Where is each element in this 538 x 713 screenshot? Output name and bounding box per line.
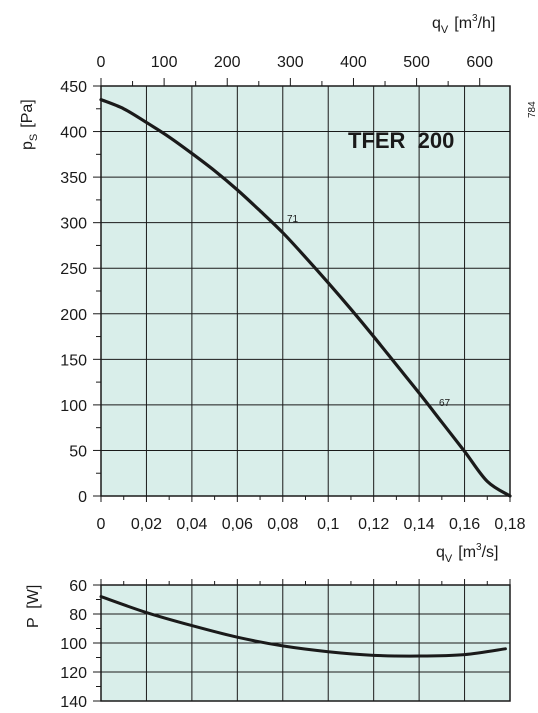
x-tick-label: 0,1 <box>317 516 339 533</box>
y-tick-label: 250 <box>60 261 87 278</box>
top-x-axis-label-sub: V <box>441 24 449 36</box>
x-tick-label: 0,14 <box>404 516 435 533</box>
x-tick-label: 0,04 <box>176 516 207 533</box>
power-y-tick-label: 140 <box>60 694 87 711</box>
power-curve-line <box>99 595 507 658</box>
y-tick-label: 0 <box>78 489 87 506</box>
bottom-x-axis-label: qV [m3/s] <box>436 542 498 565</box>
y-tick-label: 400 <box>60 125 87 142</box>
y-axis-label: pS [Pa] <box>19 99 40 150</box>
power-y-tick-label: 100 <box>60 636 87 653</box>
x-tick-label: 0,02 <box>131 516 162 533</box>
power-y-axis-label: P [W] <box>25 585 42 628</box>
x-tick-label: 0,08 <box>267 516 298 533</box>
power-y-tick-label: 120 <box>60 665 87 682</box>
power-curve <box>99 595 507 658</box>
y-tick-label: 350 <box>60 170 87 187</box>
y-tick-label: 100 <box>60 398 87 415</box>
top-tick-label: 600 <box>466 54 493 71</box>
annotation-67: 67 <box>439 398 451 409</box>
y-tick-label: 450 <box>60 79 87 96</box>
x-tick-label: 0,18 <box>494 516 525 533</box>
top-tick-label: 500 <box>403 54 430 71</box>
pressure-curve <box>99 98 512 498</box>
x-tick-label: 0,16 <box>449 516 480 533</box>
top-x-axis-label-unit-post: /h] <box>478 15 496 32</box>
y-axis-label-sub: S <box>28 134 40 141</box>
y-axis-label-unit: [Pa] <box>19 99 36 127</box>
y-axis-label-base: p <box>19 141 36 150</box>
top-x-axis-label-sup: 3 <box>472 13 478 24</box>
power-y-tick-label: 60 <box>69 578 87 595</box>
y-tick-label: 300 <box>60 216 87 233</box>
top-tick-label: 200 <box>214 54 241 71</box>
main-ticks: 0 0,02 0,04 0,06 0,08 0,1 0,12 0,14 0,16 0,18 0 50 1… <box>60 54 525 533</box>
main-plot-area <box>101 86 510 496</box>
bottom-x-axis-label-sup: 3 <box>476 542 482 553</box>
bottom-x-axis-label-unit-post: /s] <box>482 544 499 561</box>
x-tick-label: 0 <box>97 516 106 533</box>
top-tick-label: 100 <box>151 54 178 71</box>
power-y-tick-label: 80 <box>69 607 87 624</box>
y-tick-label: 150 <box>60 352 87 369</box>
bottom-x-axis-label-sub: V <box>445 553 453 565</box>
x-tick-label: 0,06 <box>222 516 253 533</box>
top-tick-label: 400 <box>340 54 367 71</box>
bottom-x-axis-label-base: q <box>436 544 445 561</box>
y-tick-label: 200 <box>60 307 87 324</box>
figure-code: 784 <box>527 101 538 118</box>
bottom-x-axis-label-unit: [m <box>458 544 476 561</box>
top-tick-label: 300 <box>277 54 304 71</box>
chart-title: TFER 200 <box>348 128 454 153</box>
pressure-curve-line <box>99 98 512 498</box>
annotation-71: 71 <box>287 214 299 225</box>
top-tick-label: 0 <box>97 54 106 71</box>
top-x-axis-label-unit: [m <box>454 15 472 32</box>
top-x-axis-label-base: q <box>432 15 441 32</box>
power-ticks: 60 80 100 120 140 <box>60 578 511 711</box>
top-x-axis-label: qV [m3/h] <box>432 13 495 36</box>
x-tick-label: 0,12 <box>358 516 389 533</box>
y-tick-label: 50 <box>69 443 87 460</box>
